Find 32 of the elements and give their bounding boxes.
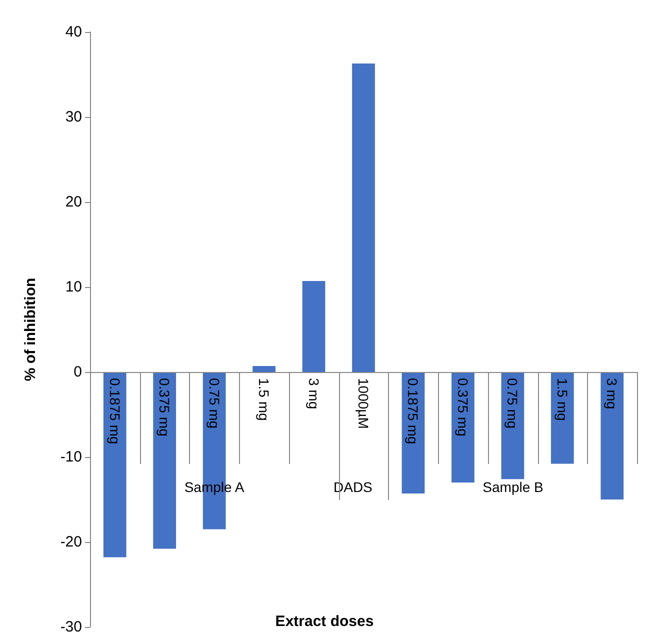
annotation: Sample B bbox=[482, 479, 544, 495]
y-axis-title: % of inhibition bbox=[22, 278, 39, 382]
annotation: DADS bbox=[334, 479, 372, 495]
y-tick-label: 40 bbox=[65, 24, 82, 40]
bar bbox=[550, 372, 574, 464]
x-tick-label: 3 mg bbox=[306, 378, 322, 410]
x-tick-label: 0.1875 mg bbox=[106, 378, 123, 444]
x-axis-title: Extract doses bbox=[275, 613, 374, 630]
y-tick-label: -10 bbox=[60, 448, 82, 466]
bar bbox=[103, 372, 126, 558]
bar bbox=[302, 281, 326, 372]
x-tick-label: 1000µM bbox=[356, 378, 372, 429]
bar bbox=[153, 372, 176, 549]
x-tick-label: 0.375 mg bbox=[156, 378, 173, 436]
x-tick-label: 0.75 mg bbox=[504, 378, 521, 429]
x-tick-label: 1.5 mg bbox=[256, 378, 272, 421]
y-tick-label: 10 bbox=[65, 278, 82, 296]
y-tick-label: 20 bbox=[65, 194, 82, 210]
x-tick-label: 1.5 mg bbox=[554, 378, 570, 421]
x-tick-label: 0.375 mg bbox=[454, 378, 471, 436]
y-tick-label: 0 bbox=[74, 364, 82, 380]
bar bbox=[501, 372, 524, 480]
x-tick-label: 3 mg bbox=[604, 378, 620, 410]
bar bbox=[352, 63, 375, 372]
x-tick-label: 0.75 mg bbox=[206, 378, 222, 429]
bar bbox=[600, 372, 624, 500]
x-tick-label: 0.1875 mg bbox=[405, 378, 422, 444]
bar bbox=[252, 366, 276, 372]
y-tick-label: -20 bbox=[60, 534, 82, 550]
bar bbox=[452, 372, 474, 482]
y-tick-label: 30 bbox=[65, 108, 82, 126]
y-tick-label: -30 bbox=[60, 618, 82, 636]
